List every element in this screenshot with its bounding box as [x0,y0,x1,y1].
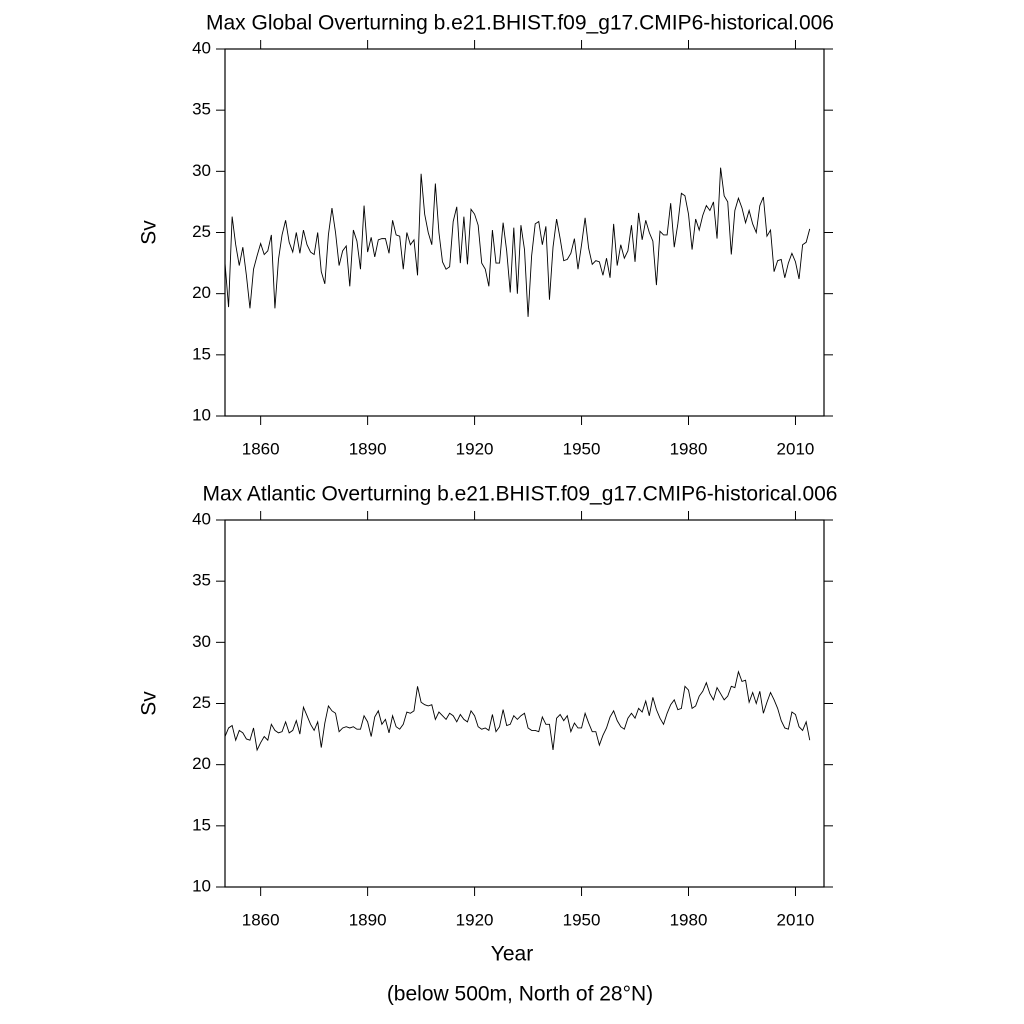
y-tick-label: 40 [192,38,211,57]
x-tick-label: 1980 [670,439,708,458]
y-tick-label: 25 [192,693,211,712]
y-tick-label: 30 [192,161,211,180]
x-tick-label: 2010 [777,439,815,458]
x-tick-label: 2010 [777,910,815,929]
x-tick-label: 1980 [670,910,708,929]
y-tick-label: 40 [192,509,211,528]
x-tick-label: 1860 [242,910,280,929]
x-tick-label: 1920 [456,910,494,929]
x-axis-label: Year [491,943,533,966]
plot-frame [224,48,825,417]
y-tick-label: 35 [192,100,211,119]
data-line [224,167,811,317]
x-tick-label: 1860 [242,439,280,458]
y-tick-label: 30 [192,632,211,651]
y-tick-label: 15 [192,344,211,363]
x-tick-label: 1890 [349,439,387,458]
y-tick-label: 35 [192,571,211,590]
chart-title: Max Atlantic Overturning b.e21.BHIST.f09… [203,483,838,506]
y-axis-label: Sv [138,220,161,245]
y-tick-label: 25 [192,222,211,241]
y-tick-label: 10 [192,405,211,424]
y-tick-label: 20 [192,283,211,302]
data-line [224,670,811,752]
x-tick-label: 1890 [349,910,387,929]
y-tick-label: 15 [192,815,211,834]
x-tick-label: 1920 [456,439,494,458]
y-axis-label: Sv [138,691,161,716]
plot-frame [224,519,825,888]
chart-title: Max Global Overturning b.e21.BHIST.f09_g… [206,12,834,35]
x-tick-label: 1950 [563,910,601,929]
x-tick-label: 1950 [563,439,601,458]
y-tick-label: 10 [192,876,211,895]
y-tick-label: 20 [192,754,211,773]
footnote: (below 500m, North of 28°N) [387,983,653,1006]
